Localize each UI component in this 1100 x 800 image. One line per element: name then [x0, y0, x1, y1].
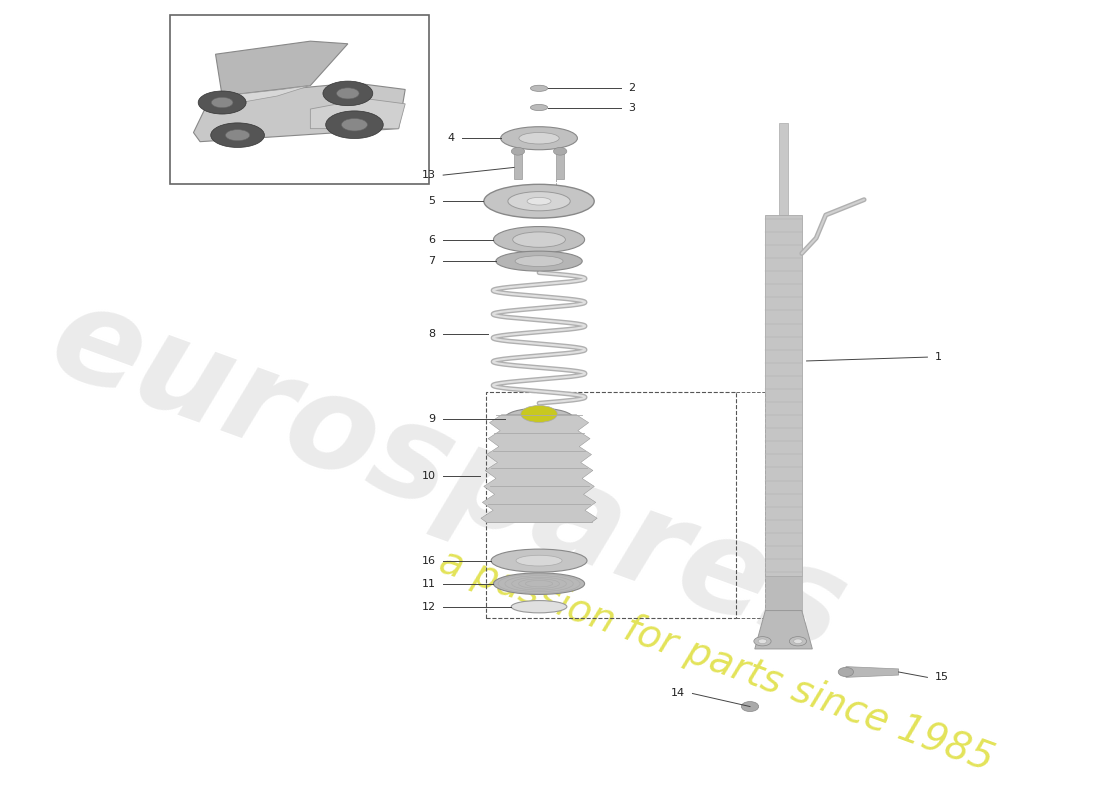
Ellipse shape [500, 126, 578, 150]
Ellipse shape [741, 702, 759, 711]
Ellipse shape [790, 637, 806, 646]
Ellipse shape [754, 637, 771, 646]
Polygon shape [846, 666, 899, 678]
Bar [766, 576, 802, 610]
Ellipse shape [508, 192, 570, 211]
Text: 7: 7 [428, 256, 436, 266]
Ellipse shape [519, 133, 559, 144]
Ellipse shape [512, 601, 566, 613]
Text: 3: 3 [628, 102, 635, 113]
Ellipse shape [512, 147, 525, 155]
Text: 10: 10 [421, 471, 436, 481]
Ellipse shape [323, 81, 373, 106]
Ellipse shape [226, 130, 250, 141]
Ellipse shape [758, 639, 767, 643]
Polygon shape [310, 98, 405, 129]
Ellipse shape [326, 111, 383, 138]
Text: 4: 4 [448, 134, 454, 143]
Ellipse shape [513, 232, 565, 247]
Text: 14: 14 [671, 689, 685, 698]
Ellipse shape [838, 667, 854, 677]
Ellipse shape [530, 86, 548, 91]
Ellipse shape [505, 408, 573, 429]
Ellipse shape [198, 91, 246, 114]
Ellipse shape [527, 198, 551, 205]
Ellipse shape [494, 573, 584, 594]
Text: 16: 16 [421, 556, 436, 566]
Polygon shape [194, 83, 405, 142]
Ellipse shape [520, 406, 558, 422]
Text: 15: 15 [935, 672, 949, 682]
Text: 6: 6 [429, 234, 436, 245]
Ellipse shape [553, 147, 566, 155]
Ellipse shape [516, 555, 562, 566]
Bar [486, 392, 736, 618]
Ellipse shape [211, 98, 233, 108]
Bar [766, 215, 802, 576]
Ellipse shape [515, 256, 563, 266]
Ellipse shape [211, 123, 264, 147]
Text: 12: 12 [421, 602, 436, 612]
Text: eurospares: eurospares [34, 274, 862, 678]
Polygon shape [222, 86, 310, 104]
Polygon shape [755, 610, 812, 649]
Polygon shape [481, 414, 597, 522]
Ellipse shape [530, 105, 548, 110]
Polygon shape [216, 41, 348, 96]
Ellipse shape [484, 184, 594, 218]
Text: 11: 11 [421, 578, 436, 589]
Text: 13: 13 [421, 170, 436, 180]
Ellipse shape [341, 118, 367, 131]
Bar [514, 152, 521, 179]
Text: 8: 8 [428, 329, 436, 339]
Text: 1: 1 [935, 352, 942, 362]
Text: 9: 9 [428, 414, 436, 423]
Ellipse shape [491, 549, 587, 572]
Ellipse shape [337, 88, 359, 99]
Bar [779, 123, 789, 215]
Ellipse shape [494, 226, 584, 253]
Ellipse shape [793, 639, 802, 643]
Bar [169, 15, 429, 184]
Text: 2: 2 [628, 83, 636, 94]
Text: 5: 5 [429, 196, 436, 206]
Ellipse shape [496, 251, 582, 271]
Text: a passion for parts since 1985: a passion for parts since 1985 [434, 542, 999, 778]
Bar [557, 152, 564, 179]
